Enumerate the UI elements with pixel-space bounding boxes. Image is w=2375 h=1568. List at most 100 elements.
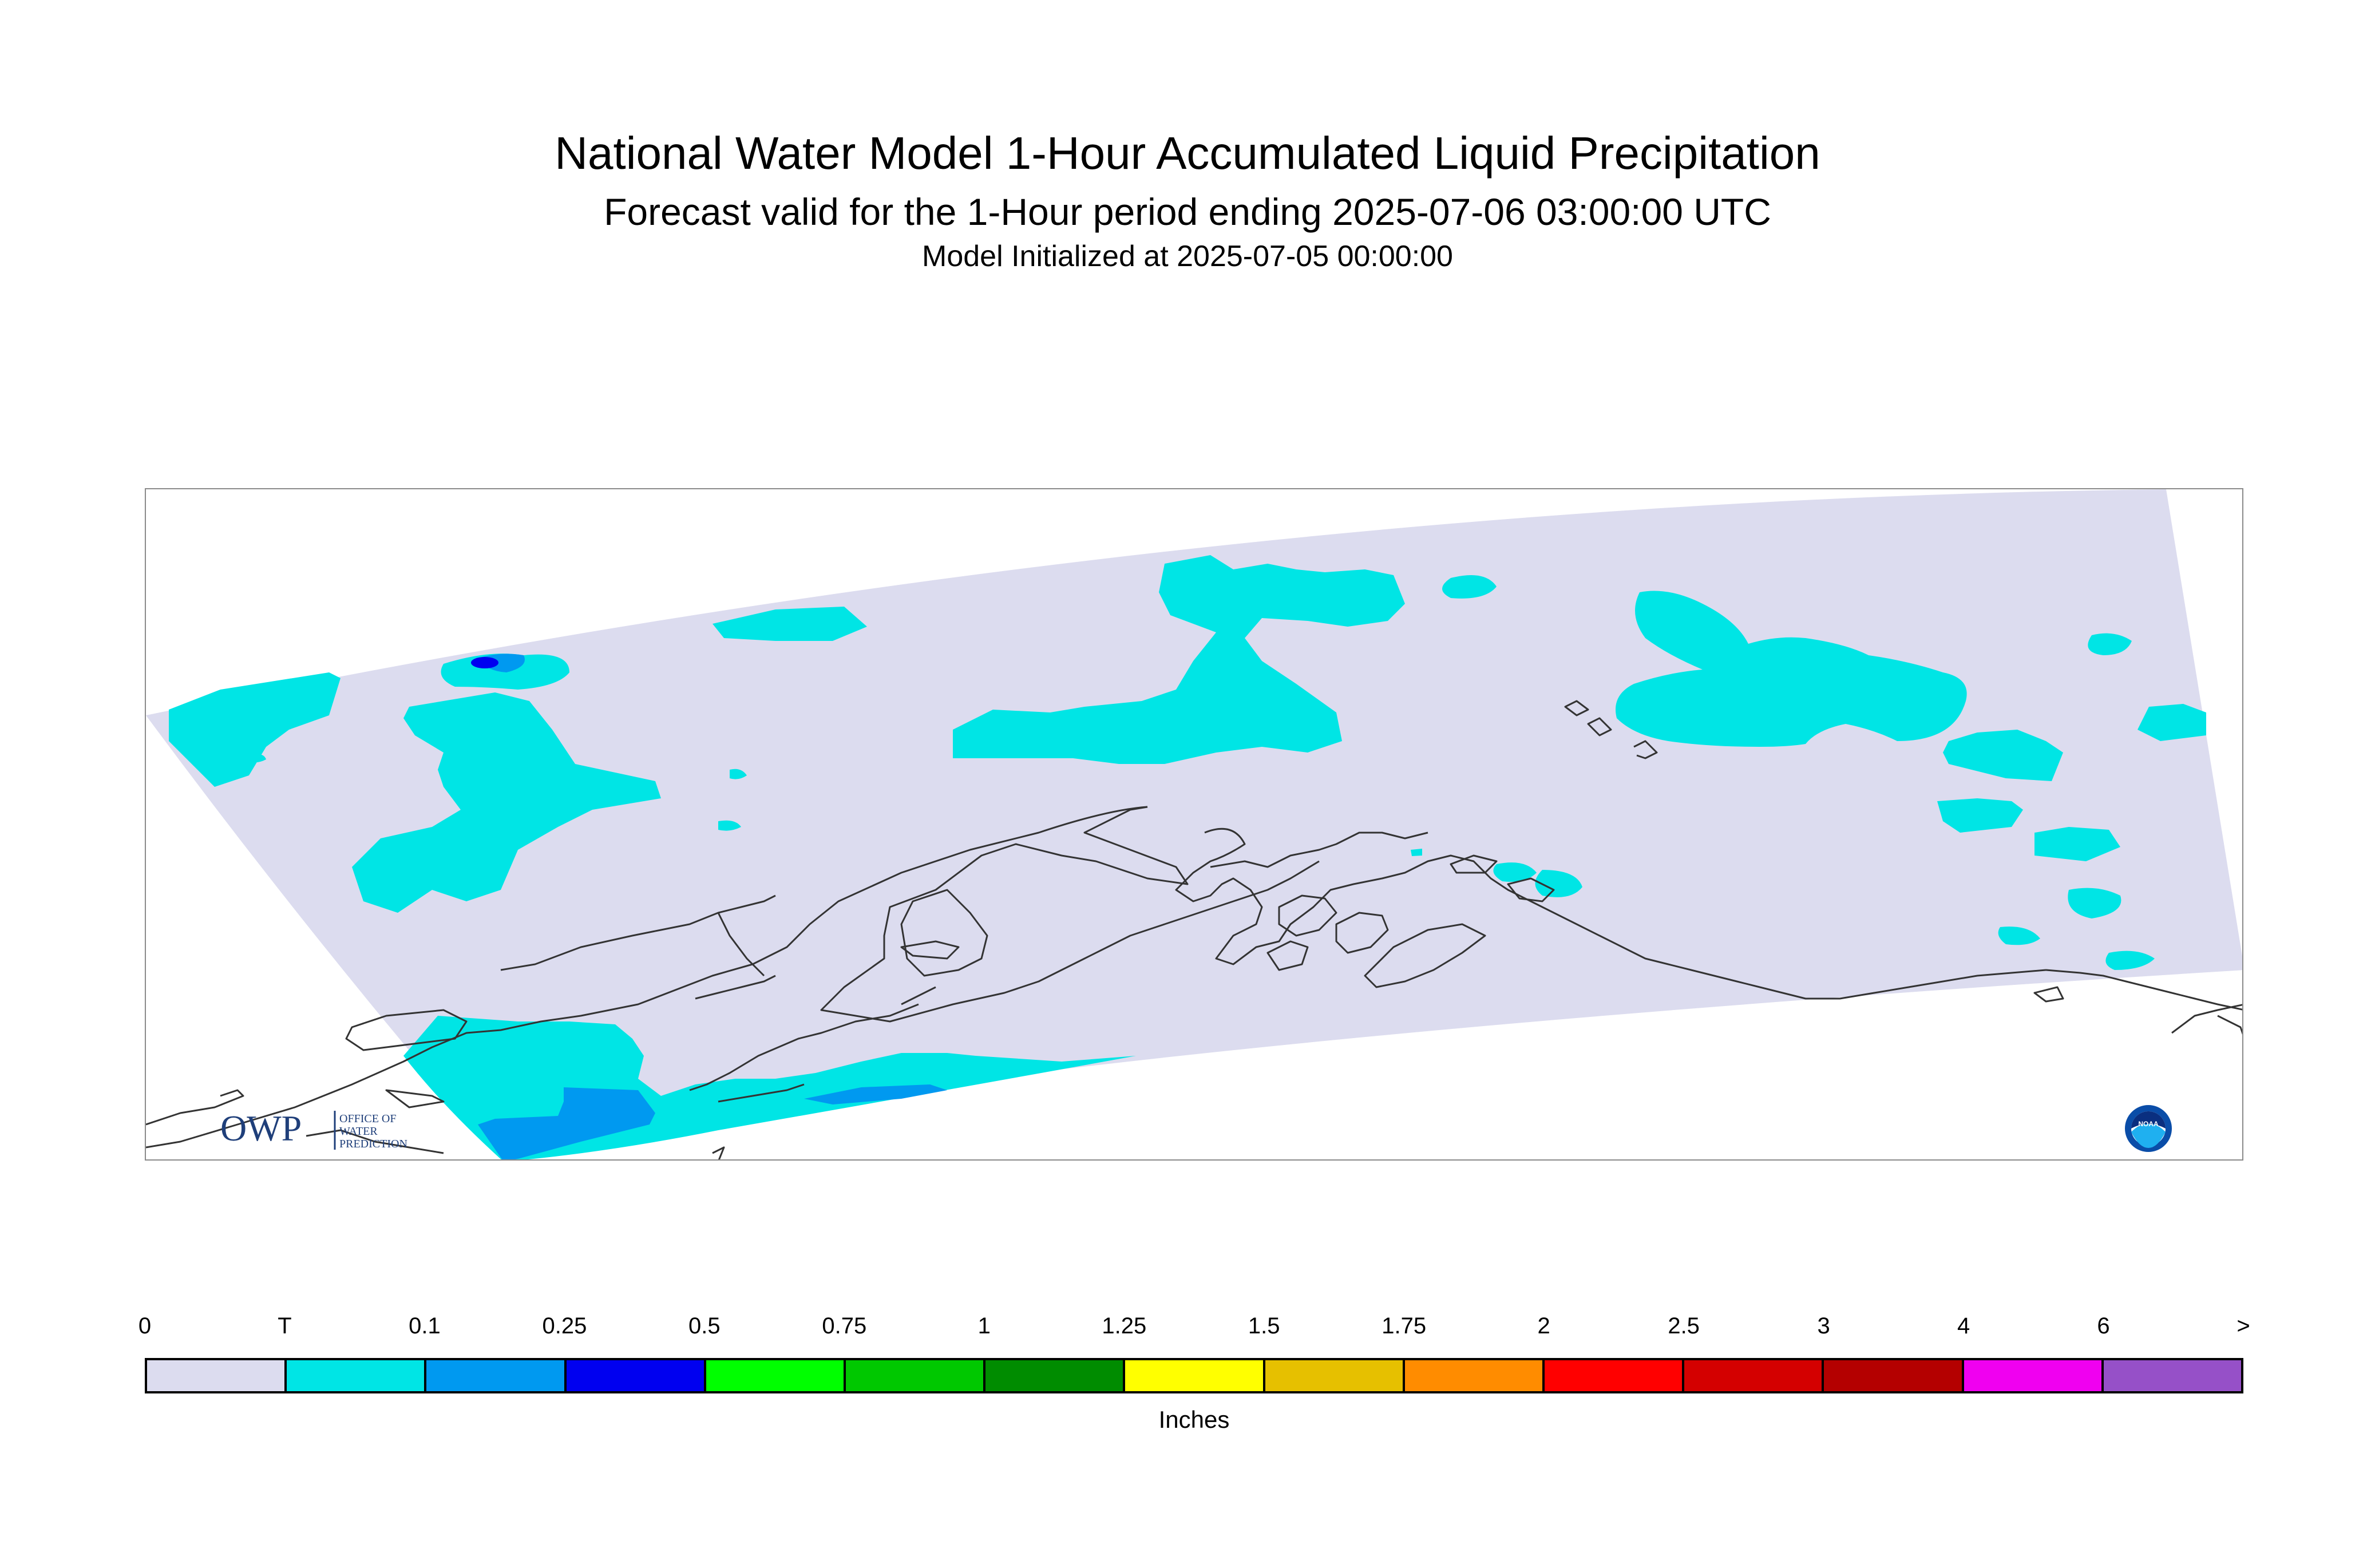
- legend-tick-label: 0.1: [409, 1313, 441, 1339]
- coastline: [1564, 700, 1589, 716]
- coastline: [2171, 1004, 2242, 1034]
- precip-area: [2034, 827, 2120, 861]
- coastline: [1633, 740, 1658, 759]
- coastline: [900, 940, 960, 960]
- legend-tick-label: 1.5: [1248, 1313, 1280, 1339]
- precip-area: [953, 555, 1405, 764]
- coastline: [345, 1009, 468, 1051]
- legend-swatch: [2103, 1360, 2242, 1391]
- owp-logo-mark: OWP: [220, 1108, 302, 1149]
- coastline: [718, 1083, 805, 1103]
- legend-tick-label: T: [278, 1313, 292, 1339]
- precip-area: [471, 657, 498, 668]
- legend-swatch: [287, 1360, 427, 1391]
- noaa-logo: NOAA: [2124, 1104, 2173, 1153]
- coastline: [1364, 923, 1486, 988]
- precip-area: [1616, 591, 1967, 747]
- coastline: [1587, 717, 1612, 737]
- precip-area: [1535, 870, 1582, 897]
- forecast-valid-subtitle: Forecast valid for the 1-Hour period end…: [604, 191, 1771, 233]
- owp-logo: OWP OFFICE OF WATER PREDICTION: [220, 1108, 407, 1150]
- legend-swatch: [846, 1360, 986, 1391]
- legend-color-bar: [145, 1358, 2243, 1393]
- precip-area: [1937, 798, 2023, 833]
- legend-swatch: [706, 1360, 846, 1391]
- coastline: [146, 806, 1148, 1149]
- coastline: [2217, 1015, 2242, 1035]
- precip-area: [2088, 633, 2132, 655]
- precip-area: [712, 607, 867, 641]
- owp-logo-line2: WATER: [339, 1125, 378, 1138]
- precip-area: [352, 692, 661, 913]
- coastline: [1266, 940, 1309, 971]
- precip-area: [730, 769, 747, 779]
- legend-tick-label: 6: [2097, 1313, 2110, 1339]
- coastline: [900, 889, 988, 977]
- precip-area: [1442, 575, 1497, 599]
- precip-area: [169, 672, 341, 787]
- legend-tick-labels: 0 T 0.1 0.25 0.5 0.75 1 1.25 1.5 1.75 2 2.5 3 4 6 >: [138, 1313, 2250, 1348]
- coastline: [689, 1003, 919, 1091]
- precip-area: [804, 1084, 947, 1104]
- legend-swatch: [426, 1360, 567, 1391]
- coastline: [1175, 827, 2047, 1000]
- coastline: [1450, 854, 1498, 874]
- precip-legend: 0 T 0.1 0.25 0.5 0.75 1 1.25 1.5 1.75 2 2.5 3 4 6 > Inc…: [138, 1313, 2250, 1434]
- precip-moderate-areas: [471, 657, 498, 668]
- legend-swatch: [1824, 1360, 1964, 1391]
- legend-tick-label: 2.5: [1668, 1313, 1700, 1339]
- legend-swatch: [566, 1360, 706, 1391]
- coastline: [500, 894, 776, 971]
- coastline: [1507, 877, 1555, 902]
- legend-tick-label: 0.5: [688, 1313, 721, 1339]
- coastlines: [146, 700, 2242, 1159]
- precip-area: [718, 820, 741, 831]
- legend-units-label: Inches: [1158, 1406, 1230, 1433]
- precip-area: [1943, 730, 2063, 781]
- precip-area: [2068, 888, 2121, 918]
- legend-swatch: [1684, 1360, 1824, 1391]
- precipitation-map[interactable]: [145, 488, 2243, 1161]
- owp-logo-line3: PREDICTION: [339, 1138, 407, 1150]
- legend-swatch: [1125, 1360, 1265, 1391]
- coastline: [2033, 986, 2064, 1003]
- legend-tick-label: 0: [138, 1313, 152, 1339]
- precip-area: [1493, 862, 1537, 882]
- model-init-label: Model Initialized at 2025-07-05 00:00:00: [922, 240, 1453, 273]
- precip-area: [1998, 926, 2040, 945]
- coastline: [695, 975, 776, 1000]
- legend-swatch: [1265, 1360, 1405, 1391]
- legend-tick-label: >: [2237, 1313, 2250, 1339]
- precip-area: [1411, 849, 1422, 856]
- coastline: [901, 986, 936, 1005]
- legend-swatch: [1404, 1360, 1545, 1391]
- legend-swatch: [985, 1360, 1126, 1391]
- coastline: [1278, 894, 1337, 937]
- legend-tick-label: 2: [1537, 1313, 1550, 1339]
- legend-tick-label: 4: [1957, 1313, 1970, 1339]
- coastline: [1210, 831, 1428, 868]
- coastline: [146, 1089, 244, 1126]
- coastline: [712, 1146, 725, 1159]
- coastline: [306, 1129, 444, 1154]
- legend-swatch: [1545, 1360, 1685, 1391]
- legend-tick-label: 0.25: [542, 1313, 587, 1339]
- owp-logo-line1: OFFICE OF: [339, 1112, 396, 1125]
- coastline: [385, 1089, 445, 1108]
- noaa-logo-text: NOAA: [2138, 1120, 2159, 1128]
- legend-tick-label: 3: [1817, 1313, 1830, 1339]
- legend-swatch: [147, 1360, 287, 1391]
- precip-area: [478, 1087, 655, 1159]
- precip-area: [2105, 951, 2155, 970]
- legend-swatch: [1964, 1360, 2104, 1391]
- legend-tick-label: 0.75: [822, 1313, 867, 1339]
- coastline: [2045, 969, 2242, 1011]
- coastline: [717, 912, 765, 977]
- legend-tick-label: 1.25: [1102, 1313, 1147, 1339]
- coastline: [820, 806, 1320, 1023]
- legend-tick-label: 1.75: [1382, 1313, 1427, 1339]
- precip-area: [249, 754, 266, 763]
- precip-area: [2138, 704, 2206, 741]
- legend-tick-label: 1: [977, 1313, 991, 1339]
- map-title: National Water Model 1-Hour Accumulated …: [555, 128, 1820, 179]
